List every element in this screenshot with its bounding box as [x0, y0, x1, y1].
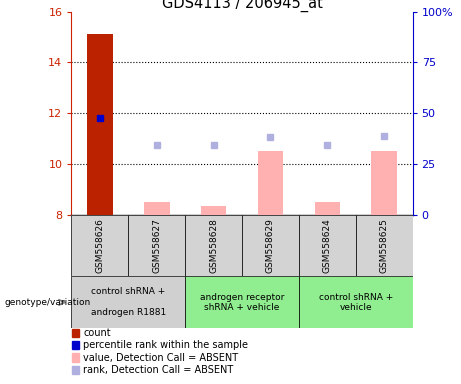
- Bar: [299, 276, 413, 328]
- Text: GSM558627: GSM558627: [152, 218, 161, 273]
- Bar: [314, 202, 340, 215]
- Bar: [185, 276, 299, 328]
- Bar: [128, 215, 185, 276]
- Text: GSM558625: GSM558625: [380, 218, 389, 273]
- Bar: [71, 215, 128, 276]
- Text: GSM558624: GSM558624: [323, 218, 332, 273]
- Bar: [144, 202, 170, 215]
- Bar: [299, 215, 356, 276]
- Text: control shRNA +
vehicle: control shRNA + vehicle: [319, 293, 393, 312]
- Text: GSM558628: GSM558628: [209, 218, 218, 273]
- Text: androgen receptor
shRNA + vehicle: androgen receptor shRNA + vehicle: [200, 293, 284, 312]
- Bar: [242, 215, 299, 276]
- Text: GSM558629: GSM558629: [266, 218, 275, 273]
- Title: GDS4113 / 206945_at: GDS4113 / 206945_at: [162, 0, 322, 12]
- Bar: [87, 35, 112, 215]
- Bar: [356, 215, 413, 276]
- Bar: [372, 151, 397, 215]
- Bar: [185, 215, 242, 276]
- Bar: [71, 276, 185, 328]
- Text: genotype/variation: genotype/variation: [5, 298, 91, 307]
- Text: control shRNA +

androgen R1881: control shRNA + androgen R1881: [91, 288, 166, 317]
- Bar: [258, 151, 283, 215]
- Legend: count, percentile rank within the sample, value, Detection Call = ABSENT, rank, : count, percentile rank within the sample…: [72, 328, 248, 375]
- Bar: [201, 206, 226, 215]
- Text: GSM558626: GSM558626: [95, 218, 104, 273]
